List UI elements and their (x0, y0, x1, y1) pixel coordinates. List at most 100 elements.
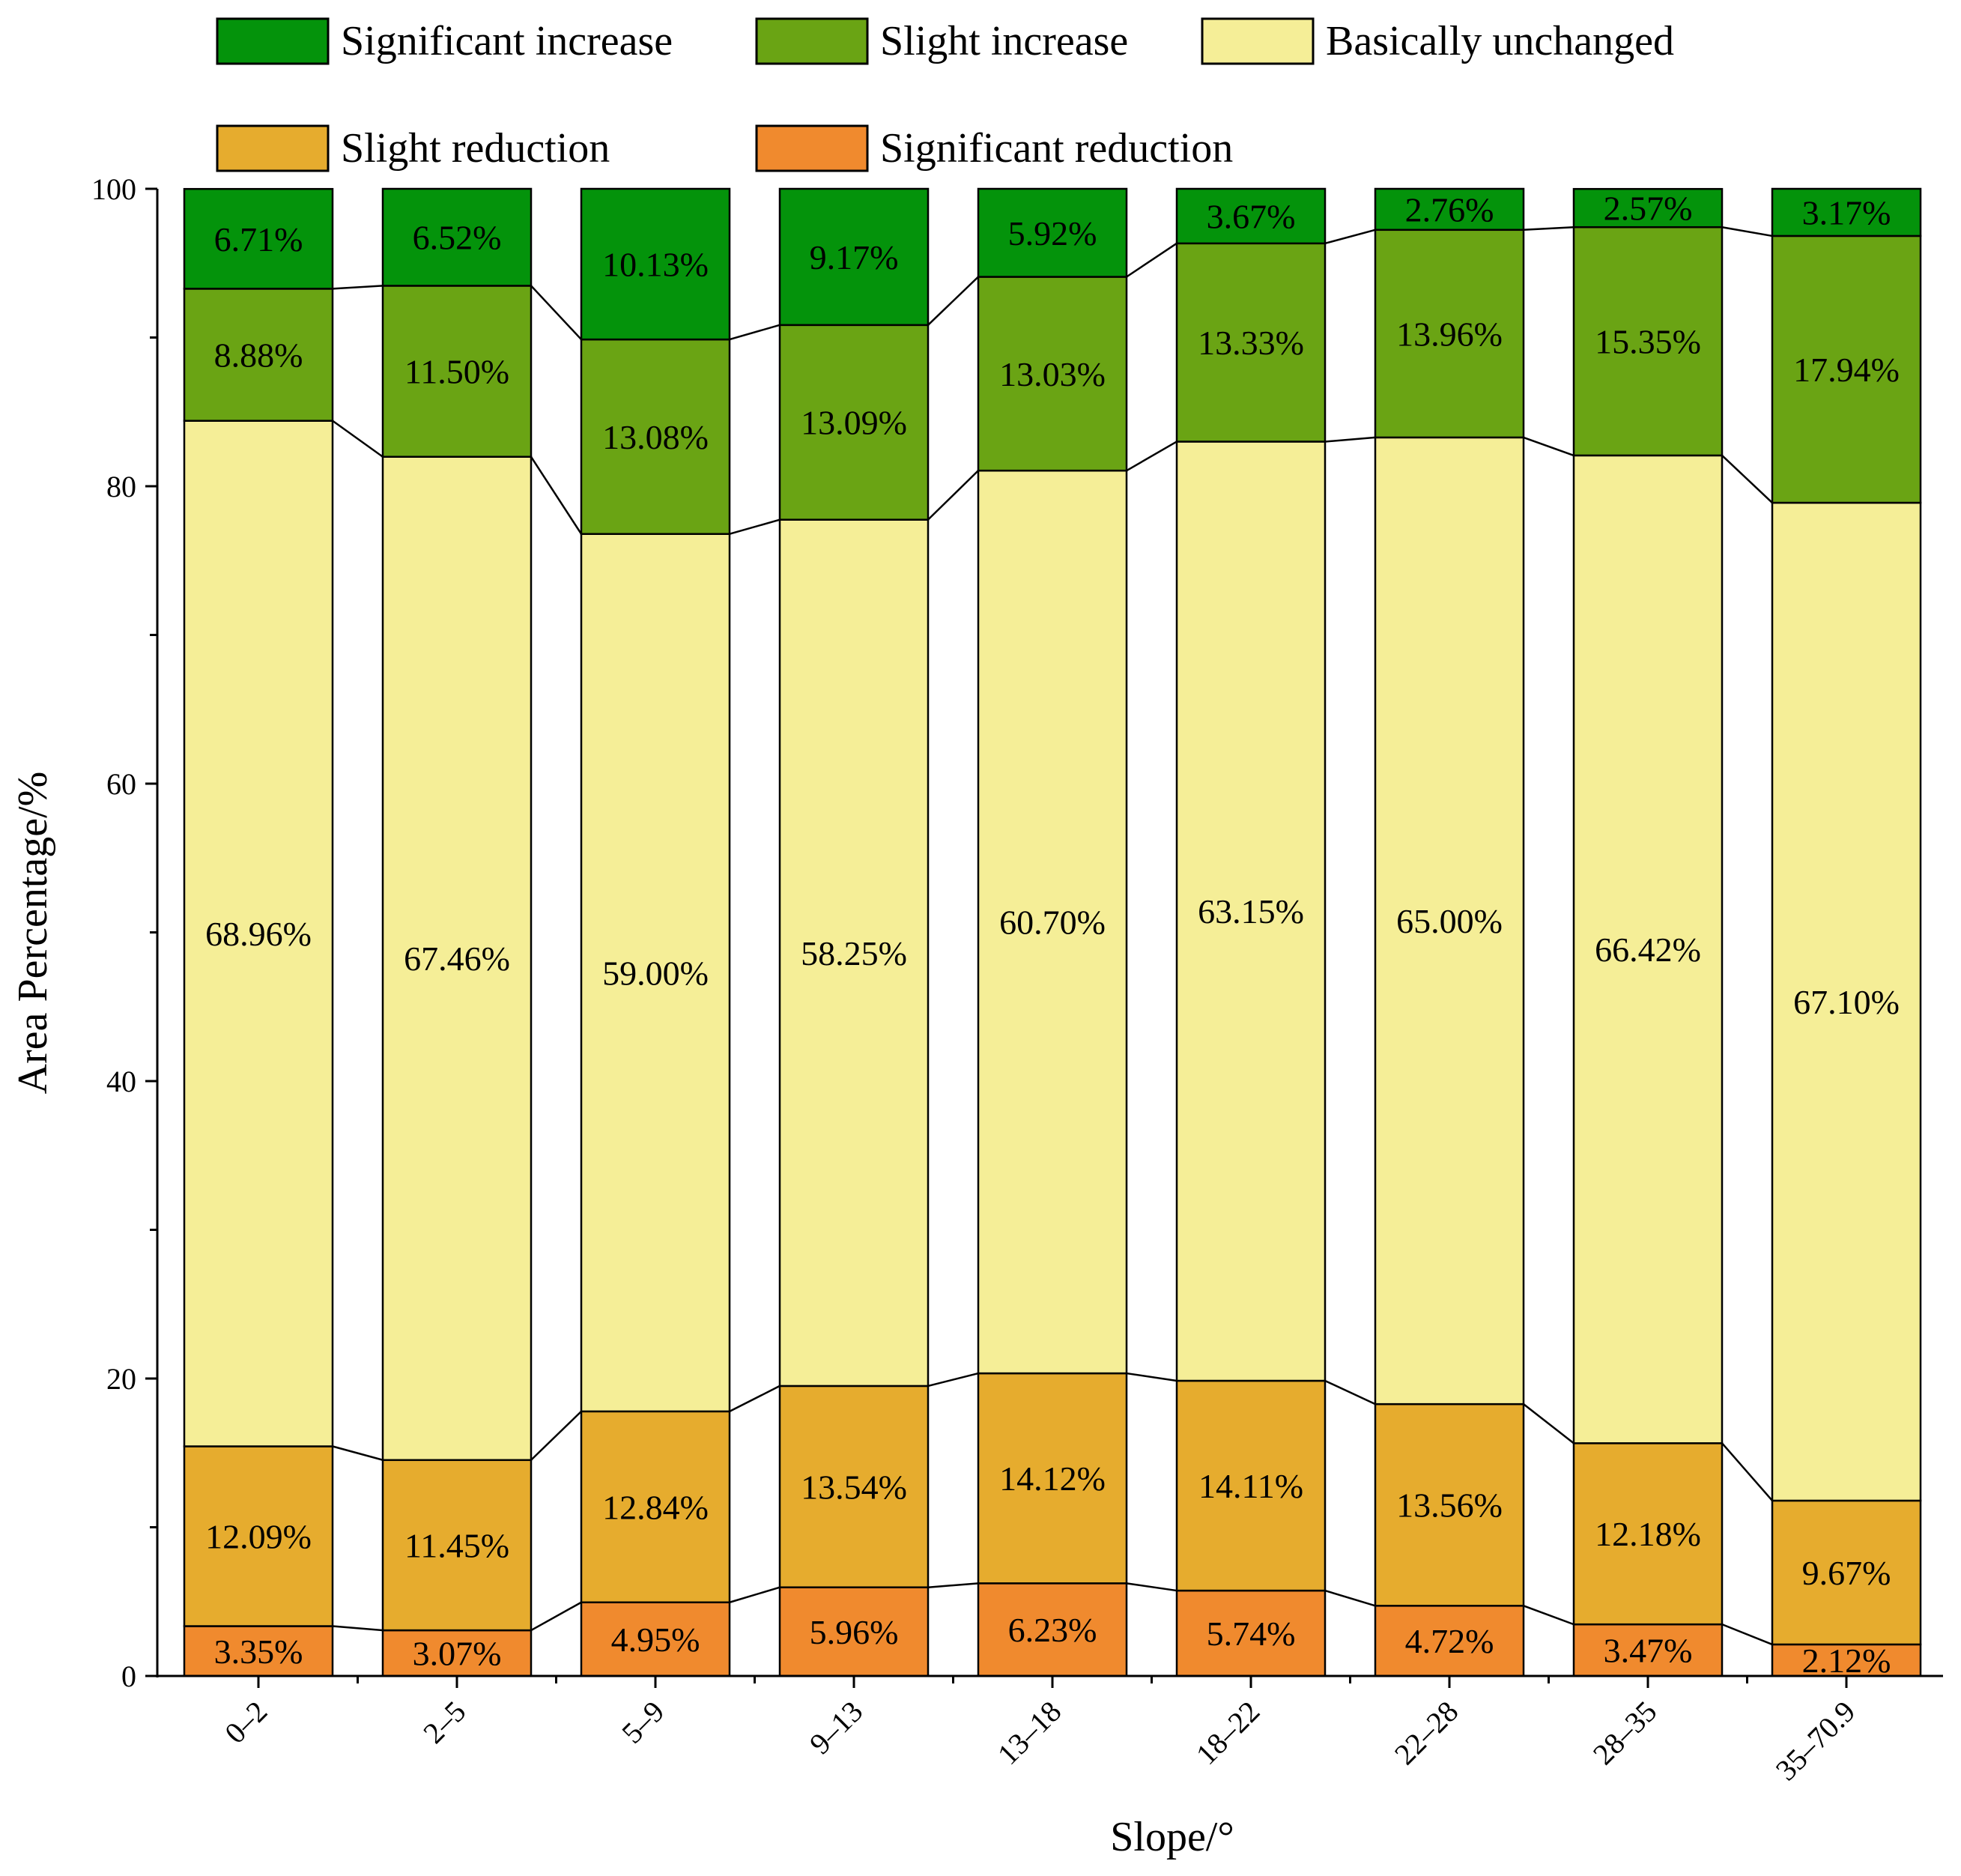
connector-line (530, 456, 583, 535)
data-label-slight-reduction-9-13: 13.54% (801, 1468, 907, 1506)
y-tick-label: 0 (121, 1659, 136, 1693)
data-label-basically-unchanged-22-28: 65.00% (1396, 902, 1503, 940)
data-label-slight-increase-9-13: 13.09% (801, 404, 907, 442)
data-label-slight-reduction-2-5: 11.45% (404, 1526, 509, 1564)
connector-line (530, 1601, 582, 1632)
bar-basically-unchanged-0-2 (183, 420, 334, 1447)
connector-line (332, 1445, 384, 1461)
data-label-basically-unchanged-35-70-9: 67.10% (1793, 983, 1900, 1021)
bar-significant-reduction-2-5 (381, 1629, 533, 1677)
x-tick-label-5-9: 5–9 (615, 1695, 670, 1750)
connector-line (530, 285, 582, 340)
bar-slight-reduction-18-22 (1175, 1379, 1327, 1592)
data-label-slight-reduction-22-28: 13.56% (1396, 1486, 1503, 1525)
bar-basically-unchanged-28-35 (1572, 454, 1724, 1444)
data-label-significant-increase-5-9: 10.13% (602, 246, 709, 284)
data-label-significant-increase-2-5: 6.52% (413, 219, 502, 257)
data-label-significant-reduction-2-5: 3.07% (413, 1635, 502, 1673)
connector-line (729, 518, 781, 535)
bar-slight-increase-22-28 (1374, 229, 1525, 439)
bar-significant-increase-0-2 (183, 187, 334, 290)
x-tick-label-9-13: 9–13 (803, 1695, 869, 1761)
connector-line (530, 1410, 582, 1461)
data-label-slight-reduction-0-2: 12.09% (205, 1518, 312, 1556)
connector-line (1721, 1442, 1773, 1501)
bar-basically-unchanged-5-9 (580, 533, 731, 1413)
legend-label-slight-reduction: Slight reduction (341, 125, 610, 172)
data-label-basically-unchanged-9-13: 58.25% (801, 934, 907, 972)
connector-line (927, 1372, 979, 1388)
bars-layer (183, 187, 1922, 1677)
bar-significant-increase-28-35 (1572, 187, 1724, 229)
data-label-basically-unchanged-0-2: 68.96% (205, 915, 312, 953)
x-tick-label-35-70-9: 35–70.9 (1769, 1695, 1862, 1788)
x-axis-title: Slope/° (1110, 1814, 1234, 1860)
data-label-slight-increase-35-70-9: 17.94% (1793, 351, 1900, 389)
data-label-slight-increase-18-22: 13.33% (1198, 324, 1304, 362)
bar-significant-reduction-18-22 (1175, 1589, 1327, 1677)
data-label-significant-reduction-22-28: 4.72% (1405, 1622, 1494, 1660)
bar-basically-unchanged-22-28 (1374, 436, 1525, 1406)
connector-line (1126, 1372, 1177, 1382)
legend-swatch-slight-increase (755, 17, 869, 65)
connector-line (1126, 1582, 1177, 1592)
bar-slight-increase-13-18 (977, 276, 1128, 472)
bar-basically-unchanged-18-22 (1175, 441, 1327, 1382)
bar-slight-increase-0-2 (183, 288, 334, 422)
bar-slight-reduction-5-9 (580, 1410, 731, 1603)
data-label-significant-increase-35-70-9: 3.17% (1802, 193, 1891, 232)
bar-slight-increase-5-9 (580, 338, 731, 535)
connector-line (1324, 1589, 1376, 1607)
bar-significant-increase-13-18 (977, 187, 1128, 278)
connector-line (1126, 242, 1177, 278)
bar-basically-unchanged-2-5 (381, 456, 533, 1462)
bar-slight-reduction-35-70-9 (1771, 1499, 1922, 1646)
connector-line (1721, 455, 1773, 503)
bar-slight-increase-2-5 (381, 285, 533, 458)
data-label-significant-reduction-18-22: 5.74% (1207, 1615, 1296, 1653)
y-tick-label: 80 (106, 470, 136, 503)
connector-line (927, 276, 979, 326)
connector-line (332, 285, 384, 290)
data-label-significant-reduction-28-35: 3.47% (1604, 1632, 1693, 1670)
data-label-slight-reduction-28-35: 12.18% (1595, 1515, 1701, 1553)
data-label-basically-unchanged-2-5: 67.46% (404, 939, 510, 978)
connector-line (729, 1586, 781, 1603)
legend: Significant increase Slight increase Basic… (216, 17, 1674, 172)
bar-significant-increase-35-70-9 (1771, 187, 1922, 237)
bar-significant-increase-22-28 (1374, 187, 1525, 232)
connector-lines-layer (332, 226, 1773, 1646)
data-label-slight-increase-0-2: 8.88% (214, 336, 303, 375)
connector-line (927, 1582, 979, 1588)
y-tick-label: 40 (106, 1065, 136, 1098)
data-label-significant-reduction-0-2: 3.35% (214, 1633, 303, 1671)
connector-line (1324, 436, 1376, 443)
data-label-significant-reduction-5-9: 4.95% (611, 1621, 700, 1659)
legend-swatch-slight-reduction (216, 124, 330, 172)
y-tick-label: 20 (106, 1362, 136, 1396)
connector-line (332, 1625, 384, 1632)
legend-swatch-basically-unchanged (1201, 17, 1315, 65)
data-label-significant-increase-9-13: 9.17% (810, 238, 899, 276)
data-label-slight-reduction-5-9: 12.84% (602, 1488, 709, 1526)
data-label-basically-unchanged-5-9: 59.00% (602, 954, 709, 992)
data-label-basically-unchanged-28-35: 66.42% (1595, 931, 1701, 969)
data-label-significant-increase-0-2: 6.71% (214, 220, 303, 258)
bar-significant-increase-5-9 (580, 187, 731, 341)
data-label-slight-reduction-13-18: 14.12% (999, 1459, 1106, 1498)
data-label-significant-reduction-13-18: 6.23% (1008, 1611, 1097, 1649)
connector-line (1523, 1605, 1574, 1626)
data-label-significant-increase-28-35: 2.57% (1604, 190, 1693, 228)
connector-line (1324, 229, 1376, 245)
bar-slight-increase-35-70-9 (1771, 234, 1922, 504)
x-tick-label-13-18: 13–18 (991, 1695, 1068, 1772)
bar-basically-unchanged-13-18 (977, 469, 1128, 1375)
legend-label-significant-increase: Significant increase (341, 18, 673, 64)
bar-slight-reduction-28-35 (1572, 1442, 1724, 1626)
connector-line (332, 420, 384, 458)
legend-label-basically-unchanged: Basically unchanged (1326, 18, 1674, 64)
bar-significant-reduction-28-35 (1572, 1623, 1724, 1677)
connector-line (1523, 436, 1574, 457)
